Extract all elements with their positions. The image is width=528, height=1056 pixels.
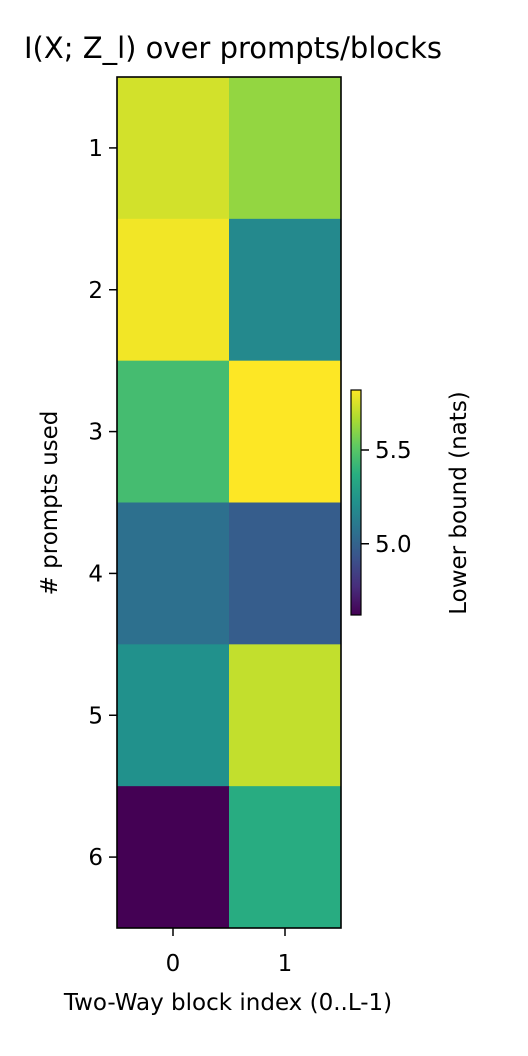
- colorbar: [350, 389, 362, 616]
- y-tick-label: 4: [88, 561, 103, 587]
- y-tick-label: 1: [88, 136, 103, 162]
- heatmap-cells: [117, 77, 342, 929]
- colorbar-label: Lower bound (nats): [446, 391, 472, 615]
- y-tick-label: 2: [88, 278, 103, 304]
- y-tick-label: 3: [88, 420, 103, 446]
- heatmap-cell: [117, 218, 230, 362]
- x-axis-label: Two-Way block index (0..L-1): [63, 990, 392, 1016]
- heatmap-cell: [229, 218, 342, 362]
- colorbar-tick-label: 5.0: [375, 532, 412, 558]
- heatmap-cell: [117, 786, 230, 929]
- y-tick-label: 5: [88, 703, 103, 729]
- colorbar-tick-label: 5.5: [375, 438, 412, 464]
- heatmap-cell: [229, 502, 342, 645]
- heatmap-cell: [229, 786, 342, 929]
- heatmap-cell: [229, 360, 342, 503]
- plot-frame: [116, 76, 342, 929]
- y-axis-ticks: 1 2 3 4 5 6: [88, 136, 117, 871]
- heatmap-cell: [117, 360, 230, 503]
- x-tick-label: 0: [166, 951, 181, 977]
- y-axis-label: # prompts used: [37, 411, 63, 596]
- heatmap-cell: [117, 77, 230, 220]
- chart-title: I(X; Z_l) over prompts/blocks: [24, 31, 442, 65]
- y-tick-label: 6: [88, 845, 103, 871]
- heatmap-cell: [117, 502, 230, 645]
- colorbar-ticks: 5.0 5.5: [361, 438, 412, 558]
- heatmap-cell: [229, 644, 342, 787]
- heatmap-cell: [229, 77, 342, 220]
- x-tick-label: 1: [278, 951, 293, 977]
- heatmap-cell: [117, 644, 230, 787]
